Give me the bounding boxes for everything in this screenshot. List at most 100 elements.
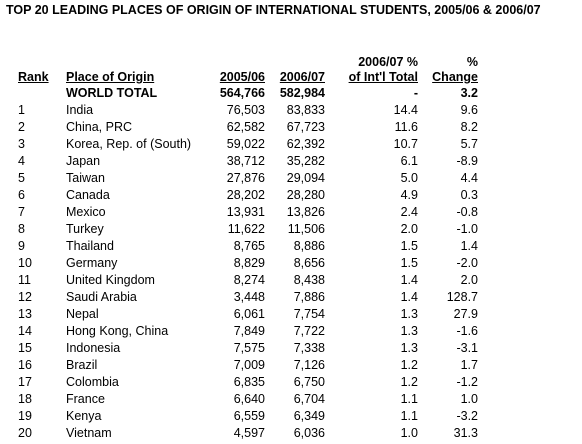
- header-cell: Rank: [18, 70, 49, 84]
- row-cell: 10.7: [393, 137, 418, 151]
- row-cell: India: [66, 103, 94, 117]
- row-cell: 8: [18, 222, 25, 236]
- row-cell: 67,723: [286, 120, 325, 134]
- row-cell: 1.3: [400, 324, 418, 338]
- total-cell: WORLD TOTAL: [66, 86, 158, 100]
- header-cell: Change: [432, 70, 478, 84]
- row-cell: 1.4: [400, 290, 418, 304]
- row-cell: 6,750: [293, 375, 325, 389]
- row-cell: 1.1: [400, 409, 418, 423]
- row-cell: 20: [18, 426, 32, 440]
- row-cell: Taiwan: [66, 171, 105, 185]
- row-cell: 38,712: [226, 154, 265, 168]
- row-cell: 31.3: [453, 426, 478, 440]
- row-cell: 13,931: [226, 205, 265, 219]
- row-cell: 1.5: [400, 239, 418, 253]
- header-cell: of Int'l Total: [348, 70, 418, 84]
- row-cell: 1.3: [400, 307, 418, 321]
- row-cell: -3.1: [456, 341, 478, 355]
- row-cell: 1.4: [460, 239, 478, 253]
- row-cell: United Kingdom: [66, 273, 155, 287]
- row-cell: 16: [18, 358, 32, 372]
- row-cell: 62,392: [286, 137, 325, 151]
- header-cell: 2006/07: [279, 70, 325, 84]
- row-cell: 5.0: [400, 171, 418, 185]
- row-cell: 17: [18, 375, 32, 389]
- row-cell: 5: [18, 171, 25, 185]
- row-cell: 7,886: [293, 290, 325, 304]
- row-cell: 7,575: [233, 341, 265, 355]
- total-cell: 3.2: [460, 86, 478, 100]
- row-cell: 76,503: [226, 103, 265, 117]
- row-cell: 19: [18, 409, 32, 423]
- row-cell: 8,438: [293, 273, 325, 287]
- row-cell: 6,559: [233, 409, 265, 423]
- row-cell: 8,886: [293, 239, 325, 253]
- row-cell: Nepal: [66, 307, 99, 321]
- row-cell: 11,622: [227, 222, 265, 236]
- row-cell: 7,849: [233, 324, 265, 338]
- row-cell: 1.7: [460, 358, 478, 372]
- row-cell: 6,061: [233, 307, 265, 321]
- row-cell: 7,126: [293, 358, 325, 372]
- row-cell: 28,202: [226, 188, 265, 202]
- row-cell: 59,022: [226, 137, 265, 151]
- row-cell: Vietnam: [66, 426, 112, 440]
- row-cell: 2: [18, 120, 25, 134]
- row-cell: 7,009: [233, 358, 265, 372]
- row-cell: 6: [18, 188, 25, 202]
- row-cell: 4.9: [400, 188, 418, 202]
- row-cell: 14.4: [393, 103, 418, 117]
- row-cell: Saudi Arabia: [66, 290, 137, 304]
- row-cell: -3.2: [456, 409, 478, 423]
- row-cell: -2.0: [456, 256, 478, 270]
- row-cell: 8.2: [460, 120, 478, 134]
- row-cell: 10: [18, 256, 32, 270]
- row-cell: Korea, Rep. of (South): [66, 137, 192, 151]
- header-cell: %: [466, 55, 478, 69]
- row-cell: 6.1: [400, 154, 418, 168]
- row-cell: -8.9: [456, 154, 478, 168]
- row-cell: 128.7: [446, 290, 478, 304]
- row-cell: Turkey: [66, 222, 104, 236]
- row-cell: 6,704: [293, 392, 325, 406]
- row-cell: 9: [18, 239, 25, 253]
- row-cell: 2.0: [460, 273, 478, 287]
- row-cell: 4,597: [233, 426, 265, 440]
- row-cell: 1.4: [400, 273, 418, 287]
- row-cell: 1.0: [460, 392, 478, 406]
- row-cell: 1.5: [400, 256, 418, 270]
- row-cell: -1.0: [456, 222, 478, 236]
- header-cell: 2006/07 %: [358, 55, 418, 69]
- row-cell: France: [66, 392, 105, 406]
- row-cell: 8,656: [293, 256, 325, 270]
- row-cell: 11: [18, 273, 31, 287]
- row-cell: 7,754: [293, 307, 325, 321]
- row-cell: 1.3: [400, 341, 418, 355]
- row-cell: 62,582: [226, 120, 265, 134]
- row-cell: 14: [18, 324, 32, 338]
- row-cell: 6,640: [233, 392, 265, 406]
- row-cell: Colombia: [66, 375, 119, 389]
- row-cell: 1.2: [400, 358, 418, 372]
- header-cell: Place of Origin: [66, 70, 155, 84]
- row-cell: -1.2: [456, 375, 478, 389]
- row-cell: 11,506: [287, 222, 325, 236]
- row-cell: Thailand: [66, 239, 114, 253]
- row-cell: 1.2: [400, 375, 418, 389]
- row-cell: 8,829: [233, 256, 265, 270]
- row-cell: Kenya: [66, 409, 102, 423]
- row-cell: 3: [18, 137, 25, 151]
- row-cell: Germany: [66, 256, 118, 270]
- row-cell: 7,722: [293, 324, 325, 338]
- row-cell: 27,876: [226, 171, 265, 185]
- row-cell: 5.7: [460, 137, 478, 151]
- row-cell: 13,826: [286, 205, 325, 219]
- row-cell: Brazil: [66, 358, 98, 372]
- row-cell: 28,280: [286, 188, 325, 202]
- row-cell: China, PRC: [66, 120, 132, 134]
- row-cell: Canada: [66, 188, 110, 202]
- total-cell: -: [413, 86, 418, 100]
- row-cell: 8,274: [233, 273, 265, 287]
- row-cell: Hong Kong, China: [66, 324, 169, 338]
